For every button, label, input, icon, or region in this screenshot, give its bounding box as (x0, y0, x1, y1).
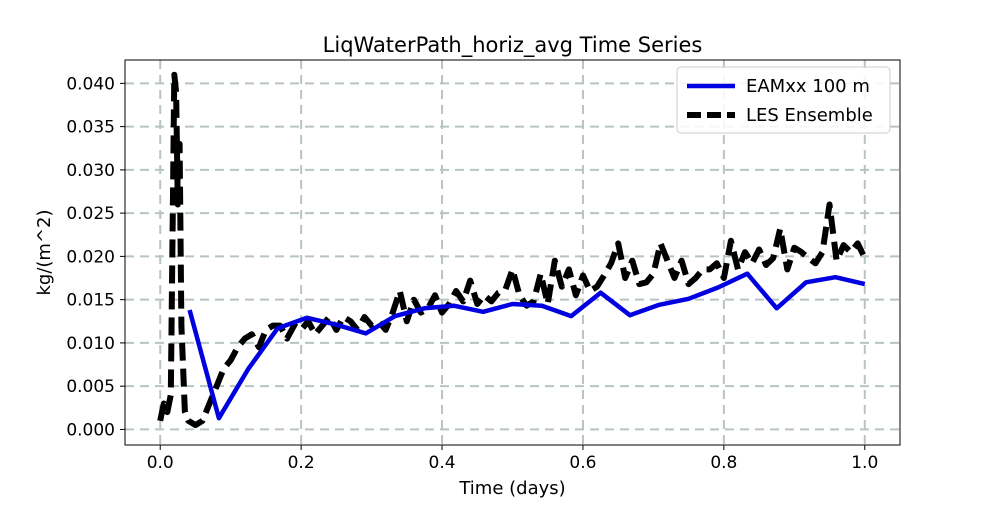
series-line-eamxx (187, 271, 866, 421)
y-tick-label: 0.000 (66, 420, 115, 440)
x-tick-label: 1.0 (851, 453, 878, 473)
y-tick-label: 0.005 (66, 377, 115, 397)
y-axis-ticks: 0.000 0.005 0.010 0.015 0.020 0.025 0.030 0.035… (66, 74, 125, 440)
x-tick-label: 0.8 (710, 453, 737, 473)
x-axis-ticks: 0.0 0.2 0.4 0.6 0.8 1.0 (147, 445, 878, 473)
y-tick-label: 0.025 (66, 204, 115, 224)
x-tick-label: 0.2 (288, 453, 315, 473)
x-tick-label: 0.6 (569, 453, 596, 473)
series-layer (157, 71, 868, 429)
y-tick-label: 0.030 (66, 161, 115, 181)
y-tick-label: 0.010 (66, 334, 115, 354)
x-axis-label: Time (days) (458, 478, 565, 499)
y-tick-label: 0.040 (66, 74, 115, 94)
legend-label-eamxx: EAMxx 100 m (746, 76, 870, 97)
plot-frame (124, 59, 901, 446)
y-axis-label: kg/(m^2) (34, 209, 55, 295)
legend-label-les-ensemble: LES Ensemble (746, 105, 873, 126)
x-tick-label: 0.0 (147, 453, 174, 473)
y-tick-label: 0.020 (66, 247, 115, 267)
y-tick-label: 0.015 (66, 291, 115, 311)
x-tick-label: 0.4 (429, 453, 456, 473)
y-tick-label: 0.035 (66, 118, 115, 138)
chart-title: LiqWaterPath_horiz_avg Time Series (323, 33, 703, 58)
series-line-les-ensemble (157, 71, 868, 429)
legend: EAMxx 100 m LES Ensemble (676, 66, 891, 134)
